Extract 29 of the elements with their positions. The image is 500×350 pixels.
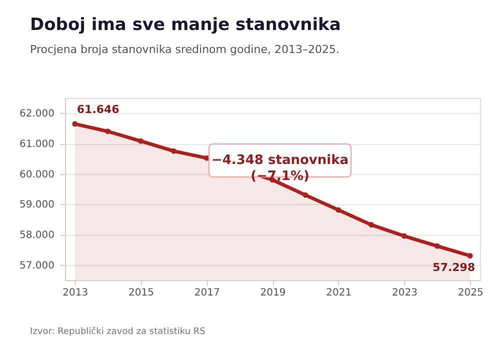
y-tick-label: 61.000 [20,139,54,150]
chart-title: Doboj ima sve manje stanovnika [30,15,341,35]
data-label: 57.298 [432,260,476,274]
point [170,148,176,154]
text: Izvor: Republički zavod za statistiku RS [30,326,206,337]
x-tick-label: 2023 [392,288,418,298]
point [138,138,144,144]
x-tick-label: 2025 [458,288,484,298]
x-tick-label: 2021 [326,288,352,298]
x-tick-label: 2013 [62,288,88,298]
annotation: −4.348 stanovnika (−7,1%) [211,153,349,184]
y-tick-label: 59.000 [20,200,54,211]
x-tick-label: 2019 [260,288,286,298]
data-label: 61.646 [76,102,120,116]
point [402,233,407,239]
y-tick-label: 57.000 [20,260,54,272]
point [467,253,473,259]
point [302,192,308,198]
x-tick-label: 2015 [128,288,154,298]
chart-subtitle: Procjena broja stanovnika sredinom godine, 2013–2025. [30,43,340,56]
y-tick-label: 60.000 [20,169,54,180]
point [72,121,78,127]
point [368,222,374,228]
y-tick-label: 58.000 [20,230,54,241]
point [434,243,440,249]
x-tick-label: 2017 [194,288,220,298]
point [105,128,111,134]
point [336,207,342,213]
y-tick-label: 62.000 [20,108,54,120]
